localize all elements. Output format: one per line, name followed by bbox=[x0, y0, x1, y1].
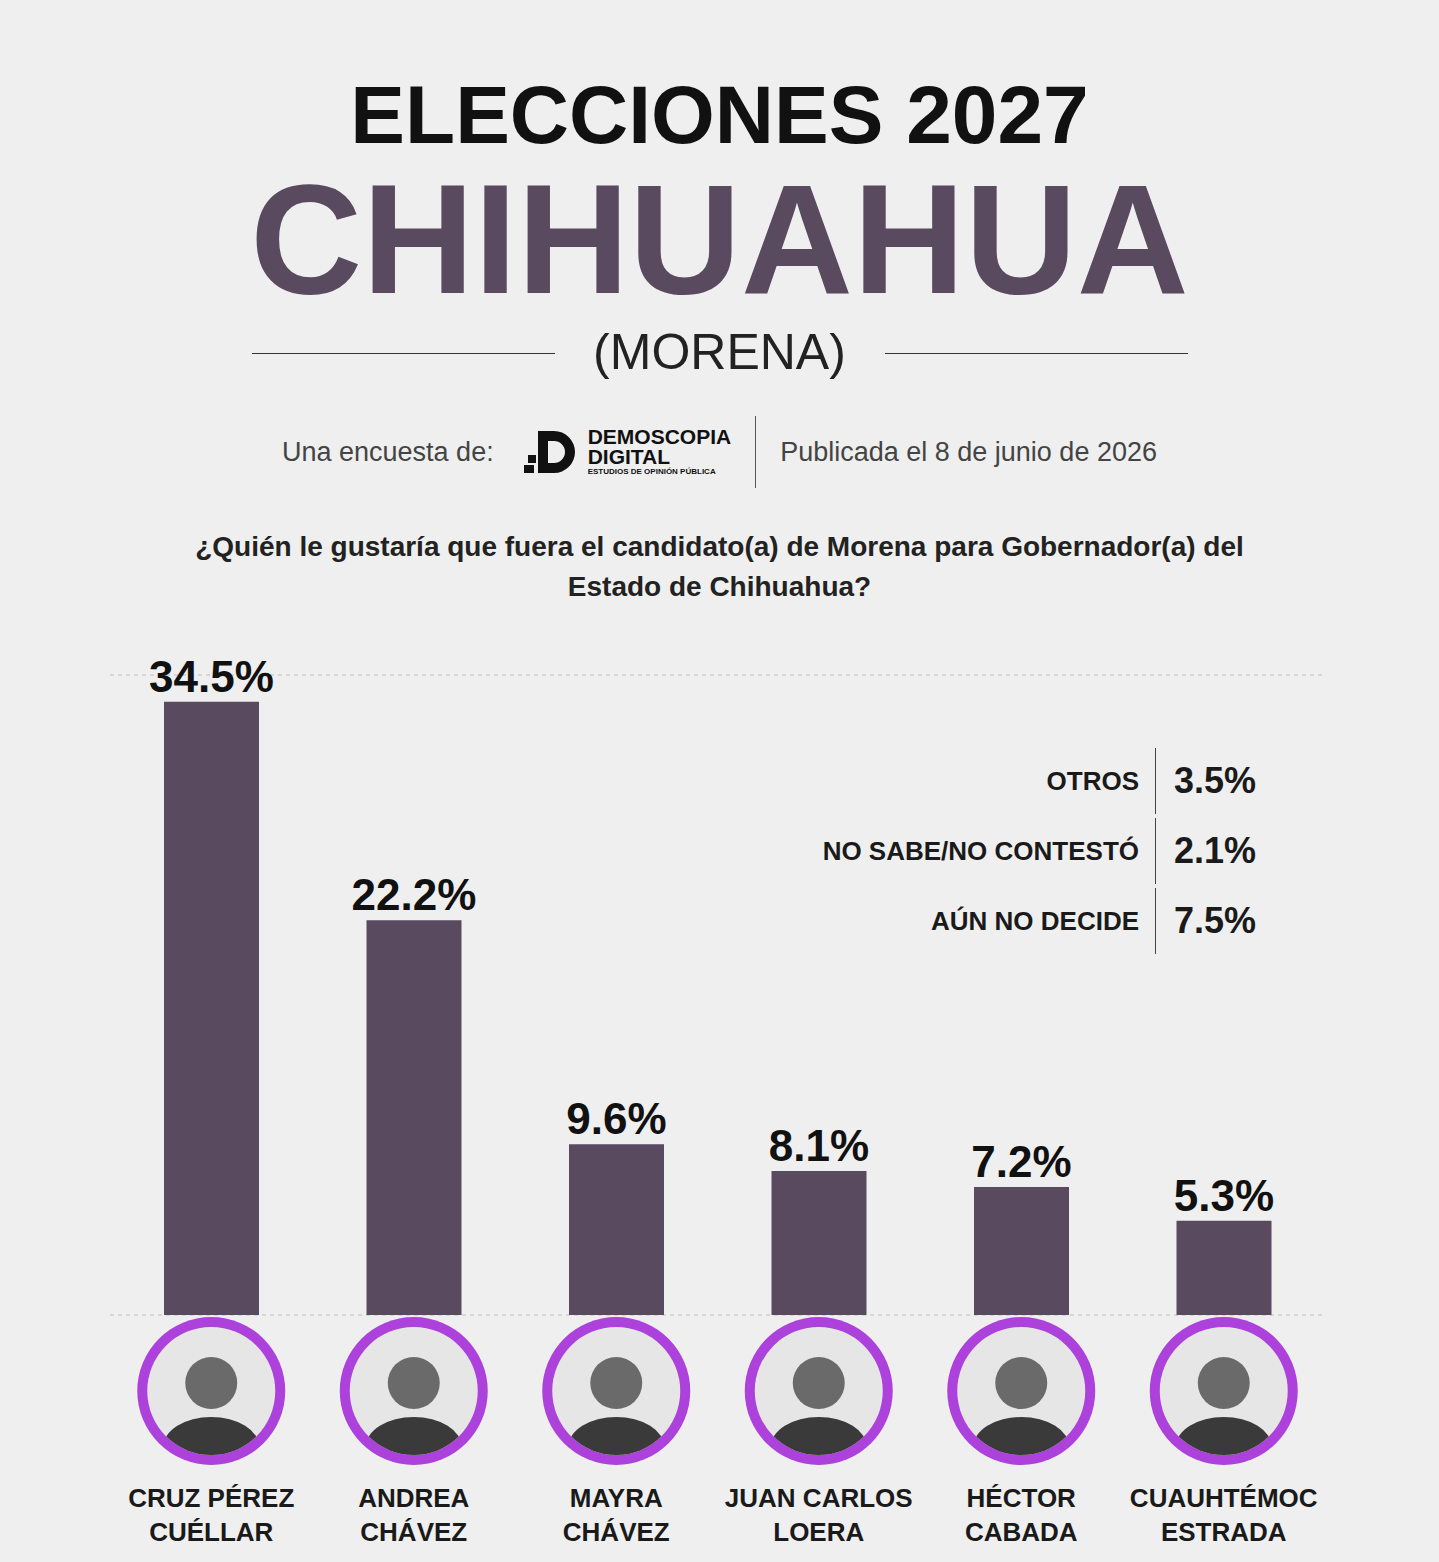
svg-text:7.2%: 7.2% bbox=[971, 1137, 1071, 1186]
svg-text:MAYRA: MAYRA bbox=[570, 1483, 663, 1513]
html-text:Una encuesta de:: Una encuesta de: bbox=[282, 436, 494, 467]
svg-text:8.1%: 8.1% bbox=[769, 1121, 869, 1170]
svg-text:9.6%: 9.6% bbox=[566, 1094, 666, 1143]
svg-text:CRUZ PÉREZ: CRUZ PÉREZ bbox=[128, 1483, 294, 1513]
svg-text:JUAN CARLOS: JUAN CARLOS bbox=[725, 1483, 913, 1513]
svg-text:34.5%: 34.5% bbox=[149, 652, 274, 701]
svg-text:CHÁVEZ: CHÁVEZ bbox=[360, 1517, 467, 1547]
html-text:¿Quién le gustaría que fuera e: ¿Quién le gustaría que fuera el candidat… bbox=[195, 531, 1244, 602]
svg-text:CHÁVEZ: CHÁVEZ bbox=[563, 1517, 670, 1547]
svg-text:LOERA: LOERA bbox=[773, 1517, 864, 1547]
html-text:Publicada el 8 de junio de 202: Publicada el 8 de junio de 2026 bbox=[780, 436, 1157, 467]
html-text:2.1%: 2.1% bbox=[1174, 830, 1257, 871]
svg-text:CUAUHTÉMOC: CUAUHTÉMOC bbox=[1130, 1483, 1318, 1513]
html-text:ESTUDIOS DE OPINIÓN PÚBLICA: ESTUDIOS DE OPINIÓN PÚBLICA bbox=[587, 467, 716, 476]
svg-text:HÉCTOR: HÉCTOR bbox=[967, 1483, 1077, 1513]
html-text:AÚN NO DECIDE: AÚN NO DECIDE bbox=[931, 906, 1139, 936]
svg-text:ANDREA: ANDREA bbox=[358, 1483, 469, 1513]
html-text:OTROS: OTROS bbox=[1046, 766, 1139, 796]
html-text:(MORENA): (MORENA) bbox=[593, 324, 846, 380]
html-text:DIGITAL: DIGITAL bbox=[587, 445, 671, 468]
html-text:3.5%: 3.5% bbox=[1174, 760, 1257, 801]
svg-text:CUÉLLAR: CUÉLLAR bbox=[149, 1517, 273, 1547]
svg-text:22.2%: 22.2% bbox=[352, 870, 477, 919]
html-text:ELECCIONES 2027: ELECCIONES 2027 bbox=[350, 69, 1089, 160]
html-text:7.5%: 7.5% bbox=[1174, 900, 1257, 941]
svg-text:CABADA: CABADA bbox=[965, 1517, 1078, 1547]
html-text:DEMOSCOPIA: DEMOSCOPIA bbox=[587, 425, 732, 448]
html-text:CHIHUAHUA: CHIHUAHUA bbox=[250, 153, 1189, 326]
svg-text:5.3%: 5.3% bbox=[1174, 1171, 1274, 1220]
svg-text:ESTRADA: ESTRADA bbox=[1161, 1517, 1287, 1547]
html-text:NO SABE/NO CONTESTÓ: NO SABE/NO CONTESTÓ bbox=[822, 836, 1139, 866]
